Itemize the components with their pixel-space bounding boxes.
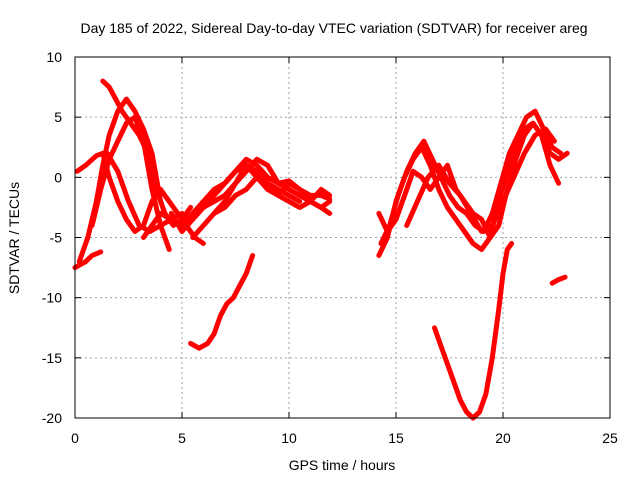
x-tick-label: 0 (71, 430, 79, 446)
x-tick-labels: 0 5 10 15 20 25 (71, 430, 618, 446)
y-tick-labels: -20 -15 -10 -5 0 5 10 (42, 49, 62, 426)
series-arc-05 (89, 114, 172, 252)
x-tick-label: 25 (602, 430, 618, 446)
x-tick-label: 15 (388, 430, 404, 446)
y-tick-label: -10 (42, 290, 62, 306)
series-arc-03 (72, 249, 104, 271)
data-series-layer (72, 78, 570, 421)
x-tick-label: 20 (495, 430, 511, 446)
grid-lines (75, 57, 610, 418)
series-arc-17 (432, 241, 515, 421)
y-tick-label: -20 (42, 410, 62, 426)
tick-marks (74, 56, 611, 419)
y-tick-label: -5 (50, 230, 63, 246)
y-tick-label: 5 (54, 109, 62, 125)
series-arc-11 (190, 162, 303, 240)
y-tick-label: -15 (42, 350, 62, 366)
series-arc-10 (211, 174, 333, 216)
x-axis-label: GPS time / hours (289, 457, 396, 473)
series-arc-12 (188, 253, 256, 351)
series-arc-18 (549, 274, 568, 286)
series-arc-09 (200, 156, 333, 210)
x-tick-label: 10 (281, 430, 297, 446)
y-tick-label: 10 (46, 49, 62, 65)
chart-title: Day 185 of 2022, Sidereal Day-to-day VTE… (80, 20, 587, 36)
y-tick-label: 0 (54, 169, 62, 185)
x-tick-label: 5 (178, 430, 186, 446)
series-arc-16 (404, 126, 557, 234)
series-arc-08 (168, 162, 333, 234)
series-arc-14 (378, 108, 564, 246)
y-axis-label: SDTVAR / TECUs (6, 182, 22, 294)
